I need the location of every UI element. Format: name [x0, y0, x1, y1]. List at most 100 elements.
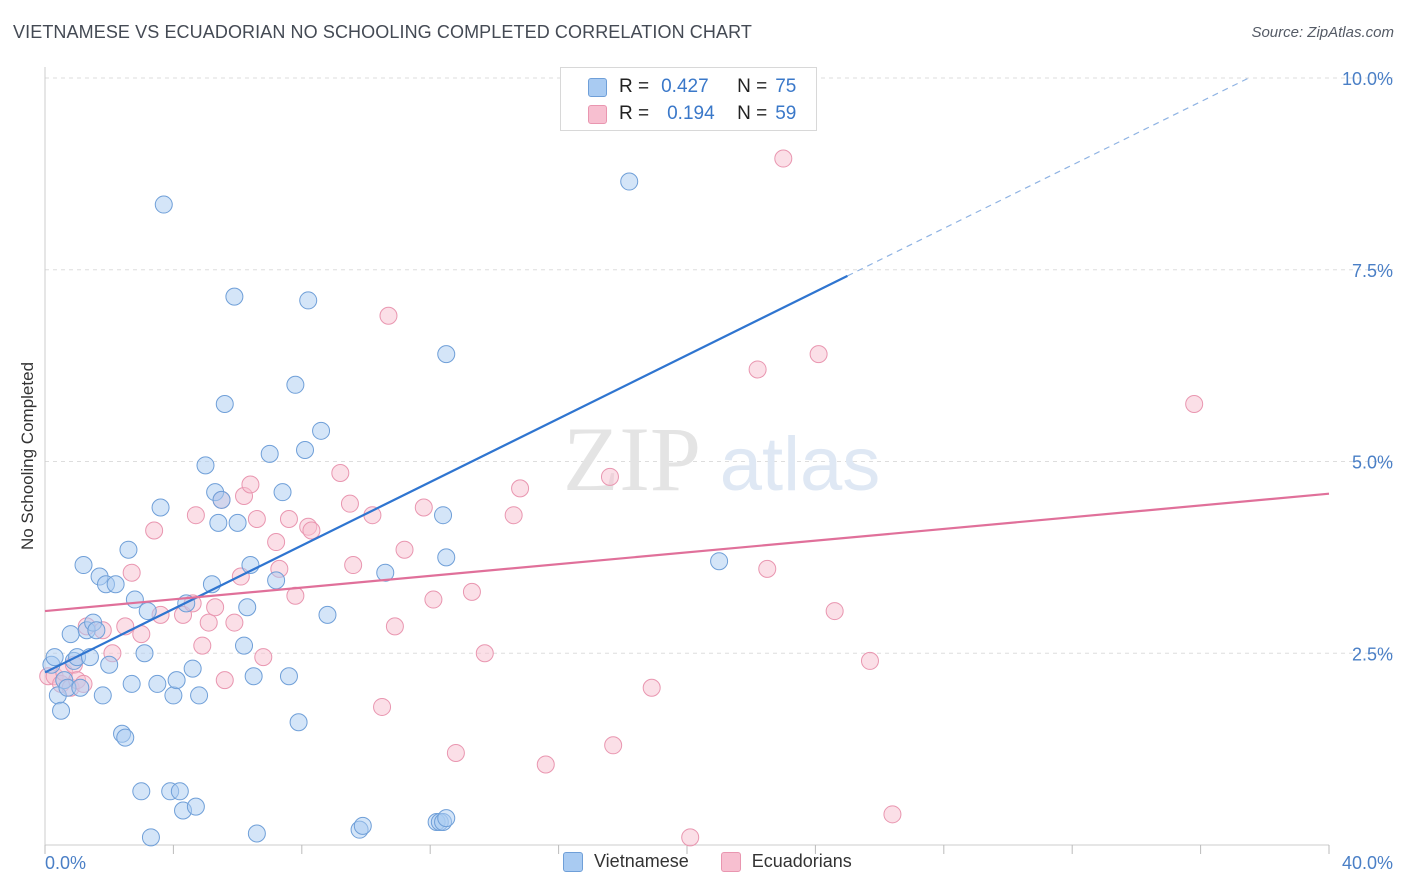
vietnamese-points [42, 172, 729, 847]
ecuadorians-point [225, 613, 244, 632]
vietnamese-trend-line [44, 274, 848, 674]
vietnamese-point [190, 686, 209, 705]
ecuadorians-swatch [720, 851, 741, 872]
vietnamese-point [93, 686, 112, 705]
ecuadorians-point [395, 540, 414, 559]
ecuadorians-point [414, 498, 433, 517]
vietnamese-point [209, 513, 228, 532]
vietnamese-point [437, 345, 456, 364]
ecuadorians-trend-line [44, 492, 1330, 613]
source-note: Source: ZipAtlas.com [1251, 24, 1394, 41]
tick-labels: 2.5% 5.0% 7.5% 10.0% 0.0% 40.0% [45, 69, 1393, 873]
vietnamese-point [122, 674, 141, 693]
y-tick-label: 2.5% [1352, 644, 1393, 664]
y-tick-label: 10.0% [1342, 69, 1393, 89]
ecuadorians-points [39, 149, 1204, 847]
trend-lines [44, 77, 1330, 674]
r-label: R = [619, 76, 650, 97]
vietnamese-point [186, 797, 205, 816]
ecuadorians-point [504, 506, 523, 525]
vietnamese-point [279, 667, 298, 686]
legend-vietnamese: Vietnamese [594, 851, 689, 871]
vietnamese-point [138, 602, 157, 621]
vietnamese-point [312, 421, 331, 440]
ecuadorians-point [215, 671, 234, 690]
x-tick-label: 0.0% [45, 853, 86, 873]
legend-ecuadorians: Ecuadorians [751, 851, 852, 871]
ecuadorians-point [860, 651, 879, 670]
vietnamese-point [273, 483, 292, 502]
ecuadorians-point [511, 479, 530, 498]
x-tick-label: 40.0% [1342, 853, 1393, 873]
ecuadorians-point [344, 556, 363, 575]
ecuadorians-point [193, 636, 212, 655]
vietnamese-point [225, 287, 244, 306]
ecuadorians-point [424, 590, 443, 609]
ecuadorians-point [536, 755, 555, 774]
vietnamese-trend-extension [847, 77, 1250, 277]
ecuadorians-point [825, 602, 844, 621]
vietnamese-point [710, 552, 729, 571]
vietnamese-point [228, 513, 247, 532]
ecuadorians-point [122, 563, 141, 582]
vietnamese-swatch [588, 77, 607, 97]
vietnamese-point [286, 375, 305, 394]
ecuadorians-point [241, 475, 260, 494]
ecuadorians-point [145, 521, 164, 540]
vietnamese-point [135, 644, 154, 663]
ecuadorians-point [373, 697, 392, 716]
vietnamese-point [132, 782, 151, 801]
watermark-zip: ZIP [563, 408, 701, 510]
r-value: 0.194 [667, 103, 715, 124]
ecuadorians-point [247, 510, 266, 529]
vietnamese-point [434, 506, 453, 525]
vietnamese-point [52, 701, 71, 720]
vietnamese-point [238, 598, 257, 617]
ecuadorians-swatch [588, 104, 607, 124]
vietnamese-point [212, 490, 231, 509]
vietnamese-point [87, 621, 106, 640]
ecuadorians-point [600, 467, 619, 486]
watermark: ZIP atlas [563, 408, 880, 510]
vietnamese-swatch [563, 851, 583, 872]
ecuadorians-point [199, 613, 218, 632]
ecuadorians-point [267, 533, 286, 552]
vietnamese-point [116, 728, 135, 747]
n-value: 75 [775, 76, 797, 97]
vietnamese-point [353, 816, 372, 835]
ecuadorians-point [379, 306, 398, 325]
vietnamese-point [71, 678, 90, 697]
vietnamese-point [164, 686, 183, 705]
chart-title: VIETNAMESE VS ECUADORIAN NO SCHOOLING CO… [13, 22, 752, 42]
vietnamese-point [100, 655, 119, 674]
ecuadorians-point [331, 464, 350, 483]
vietnamese-point [437, 548, 456, 567]
n-label: N = [737, 76, 768, 97]
ecuadorians-point [1185, 394, 1204, 413]
ecuadorians-point [279, 510, 298, 529]
vietnamese-point [296, 440, 315, 459]
ecuadorians-point [475, 644, 494, 663]
vietnamese-point [289, 713, 308, 732]
ecuadorians-point [883, 805, 902, 824]
vietnamese-point [141, 828, 160, 847]
n-label: N = [737, 103, 768, 124]
ecuadorians-point [186, 506, 205, 525]
ecuadorians-point [340, 494, 359, 513]
ecuadorians-point [809, 345, 828, 364]
vietnamese-point [170, 782, 189, 801]
vietnamese-point [106, 575, 125, 594]
vietnamese-point [260, 444, 279, 463]
ecuadorians-point [446, 743, 465, 762]
vietnamese-point [437, 809, 456, 828]
vietnamese-point [74, 556, 93, 575]
y-tick-label: 5.0% [1352, 453, 1393, 473]
correlation-legend: R = 0.427 N = 75 R = 0.194 N = 59 [560, 67, 817, 131]
vietnamese-point [61, 625, 80, 644]
ecuadorians-point [604, 736, 623, 755]
vietnamese-point [620, 172, 639, 191]
ecuadorians-point [206, 598, 225, 617]
ecuadorians-point [642, 678, 661, 697]
vietnamese-point [119, 540, 138, 559]
